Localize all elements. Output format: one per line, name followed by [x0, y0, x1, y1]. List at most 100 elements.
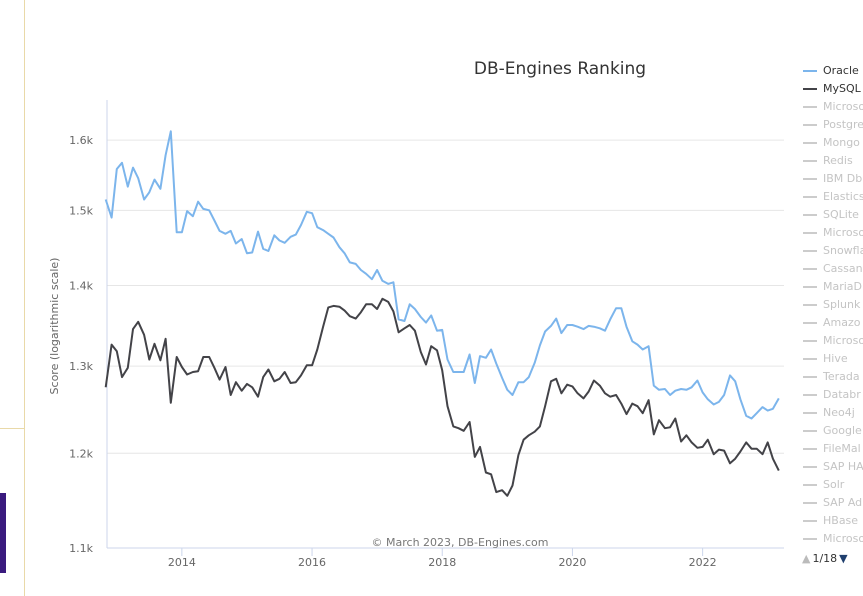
legend-swatch — [803, 160, 817, 162]
y-tick-label: 1.6k — [69, 134, 93, 147]
x-tick-label: 2022 — [689, 556, 717, 569]
legend-item[interactable]: Neo4j — [803, 404, 863, 422]
legend-item[interactable]: SAP Ad — [803, 494, 863, 512]
arrow-up-icon[interactable]: ▲ — [802, 552, 811, 565]
series-line-mysql[interactable] — [104, 297, 780, 497]
legend-item[interactable]: Snowfla — [803, 242, 863, 260]
x-tick-label: 2018 — [428, 556, 456, 569]
legend-item[interactable]: SQLite — [803, 206, 863, 224]
legend-item[interactable]: HBase — [803, 512, 863, 530]
legend-swatch — [803, 88, 817, 90]
legend-item[interactable]: Redis — [803, 152, 863, 170]
legend-item[interactable]: MariaD — [803, 278, 863, 296]
legend-item[interactable]: SAP HA — [803, 458, 863, 476]
legend: Oracle MySQL Microso Postgre Mongo Redis IBM D… — [803, 62, 863, 548]
legend-item[interactable]: Postgre — [803, 116, 863, 134]
axis-layer: 1.1k 1.2k 1.3k 1.4k 1.5k 1.6k 2014 2016 2018 2020… — [69, 100, 784, 569]
legend-swatch — [803, 448, 817, 450]
arrow-down-icon[interactable]: ▼ — [839, 552, 848, 565]
chart-credits[interactable]: © March 2023, DB-Engines.com — [372, 536, 549, 549]
legend-label: Postgre — [823, 118, 863, 131]
legend-label: Microso — [823, 334, 863, 347]
legend-item[interactable]: FileMal — [803, 440, 863, 458]
legend-swatch — [803, 178, 817, 180]
legend-swatch — [803, 502, 817, 504]
legend-label: Terada — [823, 370, 860, 383]
legend-swatch — [803, 340, 817, 342]
legend-swatch — [803, 286, 817, 288]
legend-label: Microso — [823, 532, 863, 545]
legend-label: SQLite — [823, 208, 859, 221]
legend-swatch — [803, 214, 817, 216]
legend-label: Microso — [823, 226, 863, 239]
legend-item[interactable]: Microso — [803, 98, 863, 116]
legend-label: IBM Db — [823, 172, 863, 185]
y-tick-label: 1.3k — [69, 360, 93, 373]
legend-item[interactable]: Google — [803, 422, 863, 440]
series-line-oracle[interactable] — [104, 130, 780, 420]
legend-label: Oracle — [823, 64, 859, 77]
legend-label: Neo4j — [823, 406, 855, 419]
chart-area: 1.1k 1.2k 1.3k 1.4k 1.5k 1.6k 2014 2016 2018 2020… — [48, 59, 784, 569]
legend-item[interactable]: Microso — [803, 332, 863, 350]
legend-label: Cassan — [823, 262, 863, 275]
legend-item[interactable]: Oracle — [803, 62, 863, 80]
legend-item[interactable]: Elastics — [803, 188, 863, 206]
legend-label: Solr — [823, 478, 845, 491]
legend-swatch — [803, 358, 817, 360]
legend-item[interactable]: Splunk — [803, 296, 863, 314]
legend-swatch — [803, 250, 817, 252]
legend-label: Redis — [823, 154, 853, 167]
legend-item[interactable]: Mongo — [803, 134, 863, 152]
legend-swatch — [803, 520, 817, 522]
legend-label: SAP HA — [823, 460, 863, 473]
legend-swatch — [803, 538, 817, 540]
y-tick-label: 1.4k — [69, 279, 93, 292]
legend-swatch — [803, 70, 817, 72]
legend-swatch — [803, 196, 817, 198]
x-tick-label: 2020 — [558, 556, 586, 569]
legend-label: Splunk — [823, 298, 861, 311]
legend-label: Elastics — [823, 190, 863, 203]
legend-swatch — [803, 484, 817, 486]
legend-item[interactable]: Databr — [803, 386, 863, 404]
legend-label: Hive — [823, 352, 848, 365]
legend-swatch — [803, 304, 817, 306]
legend-label: MariaD — [823, 280, 863, 293]
legend-item[interactable]: Cassan — [803, 260, 863, 278]
legend-swatch — [803, 322, 817, 324]
legend-label: HBase — [823, 514, 859, 527]
legend-label: Amazo — [823, 316, 861, 329]
page-divider-tick — [0, 428, 24, 429]
legend-label: Microso — [823, 100, 863, 113]
y-tick-label: 1.1k — [69, 542, 93, 555]
legend-pager: ▲ 1/18 ▼ — [802, 552, 848, 565]
legend-swatch — [803, 142, 817, 144]
legend-swatch — [803, 106, 817, 108]
legend-item[interactable]: Microso — [803, 530, 863, 548]
chart-title: DB-Engines Ranking — [474, 59, 646, 79]
legend-swatch — [803, 466, 817, 468]
legend-item[interactable]: MySQL — [803, 80, 863, 98]
series-layer — [104, 130, 780, 497]
legend-label: FileMal — [823, 442, 861, 455]
page-divider — [24, 0, 25, 596]
legend-label: Google — [823, 424, 862, 437]
legend-swatch — [803, 412, 817, 414]
legend-label: Mongo — [823, 136, 860, 149]
legend-item[interactable]: Amazo — [803, 314, 863, 332]
legend-item[interactable]: Microso — [803, 224, 863, 242]
x-tick-label: 2016 — [298, 556, 326, 569]
legend-swatch — [803, 124, 817, 126]
legend-swatch — [803, 430, 817, 432]
legend-item[interactable]: Solr — [803, 476, 863, 494]
legend-item[interactable]: Hive — [803, 350, 863, 368]
x-tick-label: 2014 — [168, 556, 196, 569]
legend-label: Databr — [823, 388, 861, 401]
legend-item[interactable]: IBM Db — [803, 170, 863, 188]
legend-item[interactable]: Terada — [803, 368, 863, 386]
y-axis-label: Score (logarithmic scale) — [48, 258, 61, 395]
legend-label: Snowfla — [823, 244, 863, 257]
legend-page-indicator: 1/18 — [812, 552, 838, 565]
legend-swatch — [803, 376, 817, 378]
